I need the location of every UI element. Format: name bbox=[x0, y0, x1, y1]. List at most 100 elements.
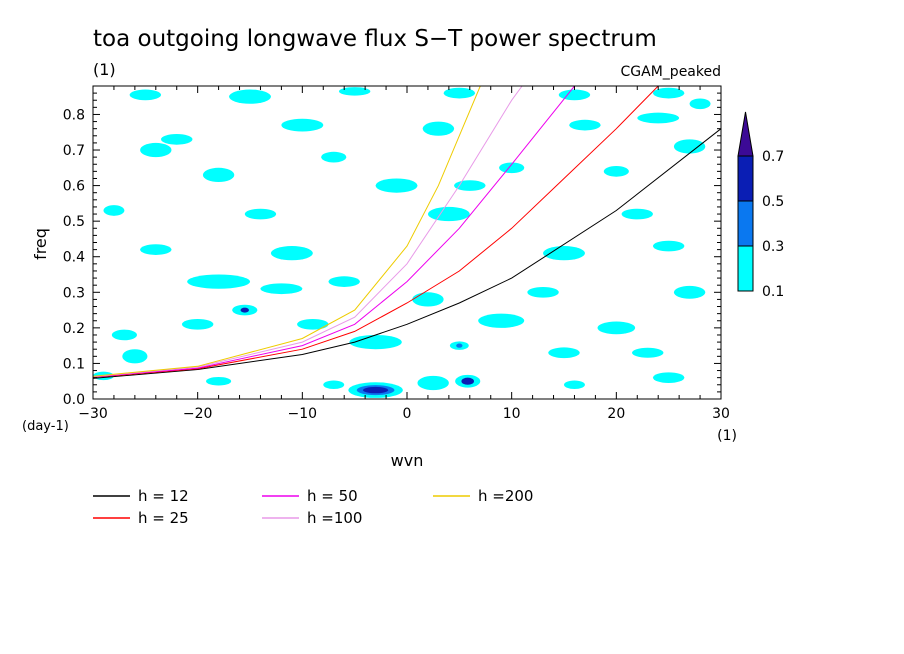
y-axis: 0.0 0.1 0.2 0.3 0.4 0.5 0.6 0.7 0.8 bbox=[63, 92, 721, 408]
contour-blob-43 bbox=[652, 240, 685, 252]
x-tick-label-6: 30 bbox=[712, 406, 730, 422]
legend-label-4: h =200 bbox=[478, 487, 533, 505]
y-axis-unit: (day-1) bbox=[22, 419, 69, 434]
legend: h = 12 h = 25 h = 50 h =100 h =200 bbox=[93, 487, 533, 527]
contour-blob-53 bbox=[564, 380, 585, 390]
contour-blob-24 bbox=[652, 87, 685, 99]
contour-blob-7 bbox=[240, 307, 249, 313]
contour-blob-20 bbox=[229, 89, 271, 104]
contour-blob-15 bbox=[632, 347, 664, 358]
colorbar-label-2: 0.5 bbox=[762, 194, 784, 210]
curve-2 bbox=[93, 86, 575, 378]
contour-blob-4 bbox=[461, 377, 474, 385]
colorbar-label-3: 0.7 bbox=[762, 149, 784, 165]
contour-blob-51 bbox=[652, 372, 685, 383]
contour-blob-17 bbox=[111, 329, 137, 341]
contour-blob-16 bbox=[122, 349, 148, 364]
colorbar: 0.1 0.3 0.5 0.7 bbox=[737, 111, 784, 300]
y-tick-label-4: 0.4 bbox=[63, 250, 85, 266]
contour-blob-41 bbox=[270, 246, 313, 261]
x-tick-label-1: −20 bbox=[183, 406, 213, 422]
contour-blob-37 bbox=[244, 208, 277, 220]
x-tick-label-4: 10 bbox=[503, 406, 521, 422]
contour-blob-12 bbox=[260, 283, 303, 295]
contour-blob-49 bbox=[297, 318, 329, 330]
contour-blob-50 bbox=[548, 347, 580, 359]
contour-fills bbox=[93, 87, 711, 398]
legend-label-0: h = 12 bbox=[138, 487, 189, 505]
contour-blob-26 bbox=[161, 134, 193, 145]
contour-blob-13 bbox=[478, 313, 525, 328]
y-tick-label-3: 0.3 bbox=[63, 285, 85, 301]
plot-background bbox=[93, 86, 721, 399]
contour-blob-9 bbox=[456, 343, 463, 348]
colorbar-segment-1 bbox=[737, 200, 754, 247]
contour-blob-11 bbox=[187, 274, 251, 289]
contour-blob-5 bbox=[417, 375, 449, 391]
contour-blob-31 bbox=[637, 112, 680, 124]
contour-blob-21 bbox=[338, 87, 371, 96]
curve-3 bbox=[93, 86, 523, 378]
contour-blob-38 bbox=[427, 206, 470, 222]
curve-1 bbox=[93, 86, 659, 378]
contour-blob-45 bbox=[412, 292, 444, 307]
contour-blob-56 bbox=[321, 151, 347, 163]
contour-blob-35 bbox=[673, 139, 706, 154]
y-axis-label: freq bbox=[31, 228, 50, 260]
contour-blob-33 bbox=[375, 178, 418, 193]
contour-blob-52 bbox=[206, 376, 232, 386]
colorbar-segment-0 bbox=[737, 245, 754, 292]
curve-4 bbox=[93, 86, 481, 377]
x-axis-label: wvn bbox=[391, 451, 424, 470]
y-tick-label-5: 0.5 bbox=[63, 214, 85, 230]
contour-blob-19 bbox=[129, 89, 162, 101]
colorbar-segment-2 bbox=[737, 155, 754, 202]
colorbar-extend-arrow bbox=[737, 111, 754, 157]
contour-blob-40 bbox=[140, 244, 172, 255]
contour-blob-36 bbox=[103, 205, 125, 216]
contour-blob-54 bbox=[323, 380, 345, 390]
legend-label-1: h = 25 bbox=[138, 509, 189, 527]
x-tick-label-5: 20 bbox=[607, 406, 625, 422]
contour-blob-23 bbox=[558, 89, 591, 101]
y-tick-label-7: 0.7 bbox=[63, 143, 85, 159]
chart-title: toa outgoing longwave flux S−T power spe… bbox=[93, 26, 657, 52]
legend-label-2: h = 50 bbox=[307, 487, 358, 505]
contour-blob-30 bbox=[569, 119, 601, 131]
chart-subtitle-left: (1) bbox=[93, 60, 116, 79]
x-tick-label-0: −30 bbox=[78, 406, 108, 422]
contour-blob-55 bbox=[499, 162, 525, 174]
colorbar-label-0: 0.1 bbox=[762, 284, 784, 300]
y-tick-label-0: 0.0 bbox=[63, 392, 85, 408]
dispersion-curves bbox=[93, 86, 721, 379]
y-tick-label-6: 0.6 bbox=[63, 179, 85, 195]
contour-blob-48 bbox=[181, 318, 214, 330]
chart-subtitle-right: CGAM_peaked bbox=[621, 64, 721, 80]
contour-blob-47 bbox=[673, 285, 706, 299]
contour-blob-44 bbox=[328, 276, 360, 287]
x-tick-label-3: 0 bbox=[403, 406, 412, 422]
y-tick-label-1: 0.1 bbox=[63, 356, 85, 372]
x-axis: −30 −20 −10 0 10 20 30 bbox=[78, 86, 730, 422]
contour-blob-39 bbox=[621, 208, 653, 220]
contour-blob-28 bbox=[281, 118, 324, 132]
y-tick-label-8: 0.8 bbox=[63, 107, 85, 123]
x-tick-label-2: −10 bbox=[288, 406, 318, 422]
legend-label-3: h =100 bbox=[307, 509, 362, 527]
contour-blob-42 bbox=[543, 246, 585, 261]
contour-blob-27 bbox=[140, 142, 172, 158]
contour-blob-25 bbox=[689, 98, 711, 110]
colorbar-label-1: 0.3 bbox=[762, 239, 784, 255]
contour-blob-29 bbox=[422, 121, 455, 136]
y-tick-label-2: 0.2 bbox=[63, 321, 85, 337]
curve-0 bbox=[93, 128, 721, 379]
x-axis-unit: (1) bbox=[717, 428, 737, 444]
contour-blob-22 bbox=[443, 87, 476, 99]
contour-blob-34 bbox=[454, 180, 486, 191]
contour-blob-10 bbox=[349, 334, 402, 350]
contour-blob-32 bbox=[202, 167, 235, 183]
contour-blob-14 bbox=[597, 321, 636, 335]
contour-blob-57 bbox=[603, 166, 629, 177]
contour-blob-2 bbox=[363, 386, 389, 394]
